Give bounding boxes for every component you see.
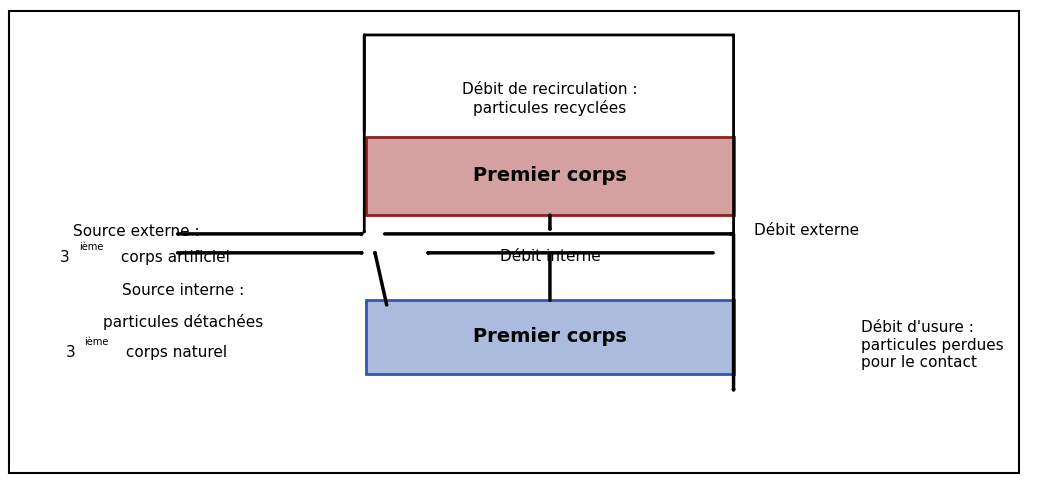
Text: ième: ième (78, 242, 103, 252)
Text: Débit interne: Débit interne (499, 249, 600, 264)
Text: particules détachées: particules détachées (102, 313, 263, 330)
Text: Débit d'usure :
particules perdues
pour le contact: Débit d'usure : particules perdues pour … (861, 321, 1003, 370)
Text: corps artificiel: corps artificiel (117, 250, 230, 265)
Text: ième: ième (83, 337, 108, 347)
Text: Débit de recirculation :
particules recyclées: Débit de recirculation : particules recy… (463, 82, 638, 116)
Text: corps naturel: corps naturel (122, 345, 227, 360)
FancyBboxPatch shape (367, 300, 734, 374)
Text: Source interne :: Source interne : (122, 283, 244, 298)
Text: Débit externe: Débit externe (754, 223, 859, 238)
Text: Source externe :: Source externe : (74, 224, 200, 239)
Text: 3: 3 (66, 345, 75, 360)
Text: Premier corps: Premier corps (473, 327, 627, 347)
FancyBboxPatch shape (367, 137, 734, 215)
Text: Premier corps: Premier corps (473, 166, 627, 186)
Text: 3: 3 (60, 250, 70, 265)
